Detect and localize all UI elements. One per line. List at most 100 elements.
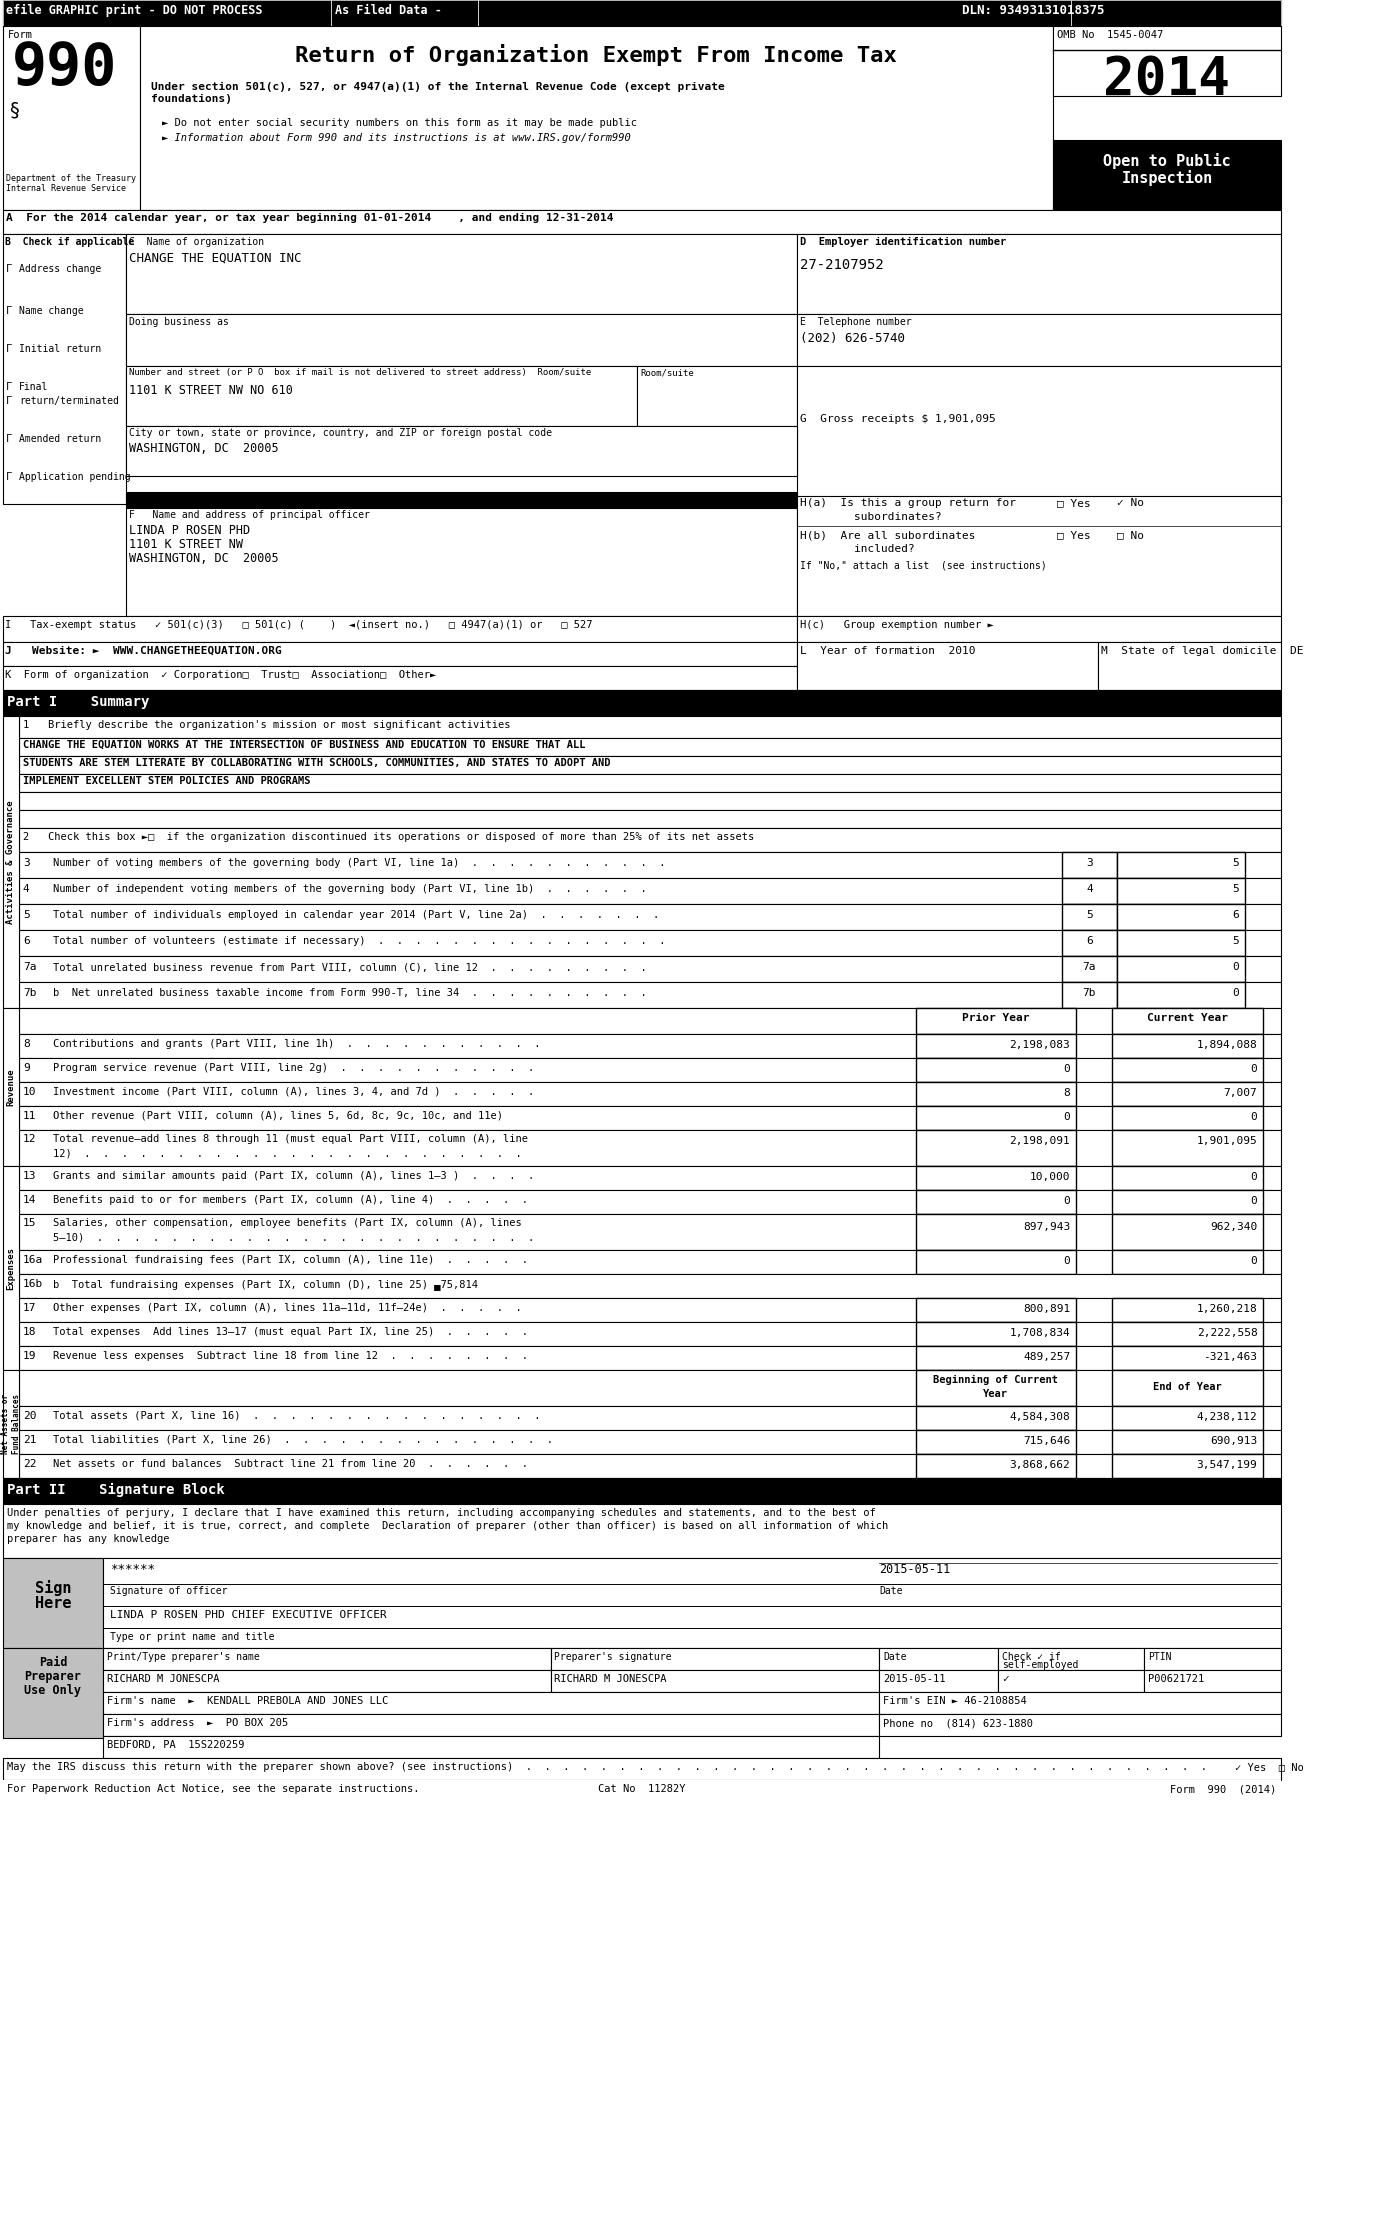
Bar	[879, 1693, 1281, 1715]
Text: 1,901,095: 1,901,095	[1197, 1135, 1257, 1146]
Text: 7a: 7a	[1082, 963, 1096, 972]
Bar	[3, 1505, 1281, 1558]
Text: 13: 13	[22, 1171, 36, 1182]
Text: Under section 501(c), 527, or 4947(a)(1) of the Internal Revenue Code (except pr: Under section 501(c), 527, or 4947(a)(1)…	[151, 82, 724, 104]
Text: PTIN: PTIN	[1148, 1651, 1172, 1662]
Text: Inspection: Inspection	[1121, 170, 1212, 186]
Bar	[3, 235, 126, 505]
Bar	[1112, 1370, 1263, 1405]
Bar	[1112, 1430, 1263, 1454]
Text: 5: 5	[1086, 910, 1093, 921]
Text: Signature of officer: Signature of officer	[111, 1587, 228, 1596]
Text: 7b: 7b	[22, 987, 36, 998]
Text: Total expenses  Add lines 13–17 (must equal Part IX, line 25)  .  .  .  .  .: Total expenses Add lines 13–17 (must equ…	[53, 1328, 528, 1337]
Bar	[477, 0, 1071, 27]
Text: 8: 8	[1064, 1089, 1070, 1098]
Bar	[20, 956, 1281, 983]
Bar	[1117, 852, 1245, 879]
Bar	[1063, 852, 1117, 879]
Text: Contributions and grants (Part VIII, line 1h)  .  .  .  .  .  .  .  .  .  .  .: Contributions and grants (Part VIII, lin…	[53, 1038, 540, 1049]
Bar	[1112, 1106, 1263, 1131]
Bar	[20, 737, 1281, 757]
Text: 2,198,083: 2,198,083	[1009, 1040, 1070, 1049]
Bar	[3, 642, 797, 666]
Text: BEDFORD, PA  15S220259: BEDFORD, PA 15S220259	[106, 1739, 245, 1750]
Bar	[797, 642, 1099, 690]
Text: 4,238,112: 4,238,112	[1197, 1412, 1257, 1423]
Text: Here: Here	[35, 1596, 71, 1611]
Text: Paid: Paid	[39, 1655, 67, 1669]
Bar	[20, 792, 1281, 810]
Bar	[879, 1671, 998, 1693]
Text: Grants and similar amounts paid (Part IX, column (A), lines 1–3 )  .  .  .  .: Grants and similar amounts paid (Part IX…	[53, 1171, 535, 1182]
Bar	[126, 491, 797, 509]
Bar	[1112, 1299, 1263, 1321]
Text: RICHARD M JONESCPA: RICHARD M JONESCPA	[106, 1673, 220, 1684]
Text: K  Form of organization  ✓ Corporation□  Trust□  Association□  Other►: K Form of organization ✓ Corporation□ Tr…	[6, 671, 437, 679]
Text: 9: 9	[22, 1062, 29, 1073]
Text: 0: 0	[1250, 1064, 1257, 1073]
Text: 5: 5	[1232, 936, 1239, 945]
Text: Check ✓ if: Check ✓ if	[1002, 1651, 1060, 1662]
Text: 0: 0	[1250, 1111, 1257, 1122]
Text: 16a: 16a	[22, 1255, 43, 1266]
Bar	[1063, 929, 1117, 956]
Text: Sign: Sign	[35, 1580, 71, 1596]
Text: Current Year: Current Year	[1147, 1014, 1228, 1022]
Text: 2015-05-11: 2015-05-11	[879, 1562, 951, 1576]
Text: 6: 6	[22, 936, 29, 945]
Bar	[1112, 1250, 1263, 1275]
Text: Γ: Γ	[6, 396, 11, 405]
Text: 0: 0	[1064, 1195, 1070, 1206]
Text: IMPLEMENT EXCELLENT STEM POLICIES AND PROGRAMS: IMPLEMENT EXCELLENT STEM POLICIES AND PR…	[22, 777, 311, 786]
Bar	[20, 717, 1281, 737]
Bar	[1144, 1649, 1281, 1671]
Bar	[20, 1321, 1281, 1346]
Text: 1,708,834: 1,708,834	[1009, 1328, 1070, 1339]
Text: RICHARD M JONESCPA: RICHARD M JONESCPA	[554, 1673, 666, 1684]
Bar	[20, 1082, 1281, 1106]
Bar	[916, 1191, 1075, 1215]
Bar	[1063, 903, 1117, 929]
Text: 0: 0	[1232, 963, 1239, 972]
Text: E  Telephone number: E Telephone number	[799, 316, 911, 328]
Text: If "No," attach a list  (see instructions): If "No," attach a list (see instructions…	[799, 560, 1047, 571]
Text: 0: 0	[1064, 1257, 1070, 1266]
Text: 8: 8	[22, 1038, 29, 1049]
Bar	[1117, 929, 1245, 956]
Text: Activities & Governance: Activities & Governance	[7, 801, 15, 923]
Text: Cat No  11282Y: Cat No 11282Y	[598, 1784, 686, 1795]
Text: self-employed: self-employed	[1002, 1660, 1078, 1671]
Bar	[20, 879, 1281, 903]
Text: 7,007: 7,007	[1224, 1089, 1257, 1098]
Text: P00621721: P00621721	[1148, 1673, 1204, 1684]
Text: 0: 0	[1250, 1173, 1257, 1182]
Text: Benefits paid to or for members (Part IX, column (A), line 4)  .  .  .  .  .: Benefits paid to or for members (Part IX…	[53, 1195, 528, 1206]
Text: J   Website: ►  WWW.CHANGETHEEQUATION.ORG: J Website: ► WWW.CHANGETHEEQUATION.ORG	[6, 646, 283, 655]
Text: Initial return: Initial return	[20, 343, 101, 354]
Text: May the IRS discuss this return with the preparer shown above? (see instructions: May the IRS discuss this return with the…	[7, 1762, 1207, 1773]
Bar	[126, 235, 797, 314]
Bar	[1053, 139, 1281, 210]
Text: Year: Year	[983, 1390, 1008, 1399]
Bar	[126, 425, 797, 476]
Text: Part II    Signature Block: Part II Signature Block	[7, 1483, 225, 1498]
Text: H(a)  Is this a group return for: H(a) Is this a group return for	[799, 498, 1016, 509]
Text: City or town, state or province, country, and ZIP or foreign postal code: City or town, state or province, country…	[129, 427, 552, 438]
Text: (202) 626-5740: (202) 626-5740	[799, 332, 904, 345]
Bar	[3, 0, 1281, 27]
Bar	[104, 1671, 550, 1693]
Text: 489,257: 489,257	[1023, 1352, 1070, 1361]
Text: Γ: Γ	[6, 471, 11, 482]
Bar	[1112, 1131, 1263, 1166]
Bar	[20, 1250, 1281, 1275]
Bar	[20, 1033, 1281, 1058]
Bar	[3, 666, 797, 690]
Bar	[20, 1215, 1281, 1250]
Text: 715,646: 715,646	[1023, 1436, 1070, 1445]
Bar	[916, 1131, 1075, 1166]
Text: Γ: Γ	[6, 305, 11, 316]
Text: Net Assets or
Fund Balances: Net Assets or Fund Balances	[1, 1394, 21, 1454]
Text: For Paperwork Reduction Act Notice, see the separate instructions.: For Paperwork Reduction Act Notice, see …	[7, 1784, 420, 1795]
Text: Open to Public: Open to Public	[1103, 153, 1231, 168]
